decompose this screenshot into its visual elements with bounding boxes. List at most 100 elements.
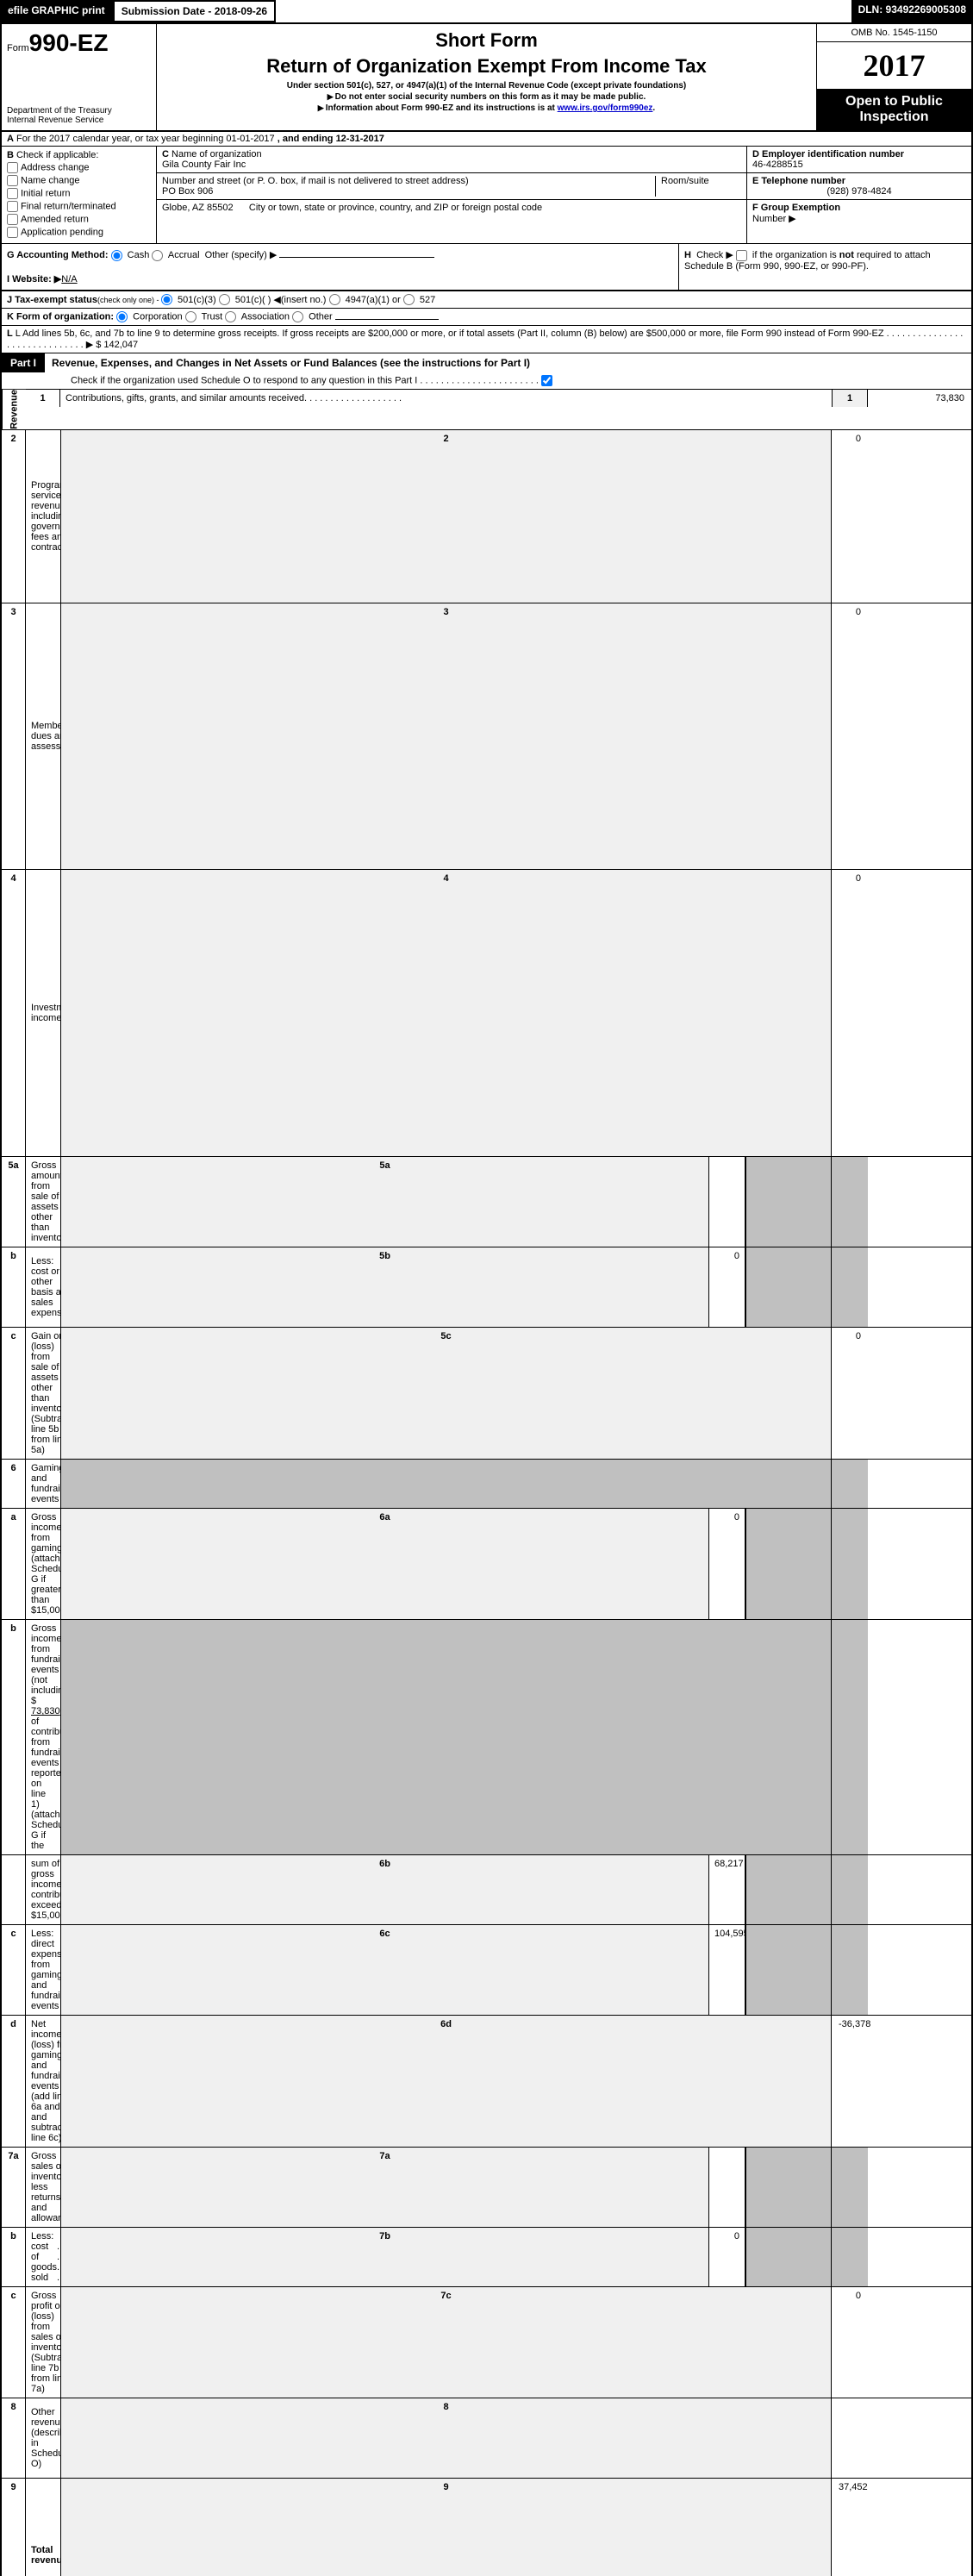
line-5a: 5a Gross amount from sale of assets othe… <box>2 1157 971 1247</box>
website-value: N/A <box>61 274 77 284</box>
form-header: Form990-EZ Department of the Treasury In… <box>0 22 973 132</box>
check-application-pending[interactable]: Application pending <box>7 227 151 238</box>
l6d-num: d <box>2 2016 26 2147</box>
radio-4947[interactable] <box>329 294 340 305</box>
l6c-subnum: 6c <box>60 1925 709 2015</box>
checkbox-h[interactable] <box>736 250 747 261</box>
b-check-label: Check if applicable: <box>16 150 98 160</box>
row-k: K Form of organization: Corporation Trus… <box>0 309 973 326</box>
b-heading: B <box>7 150 14 160</box>
check-amended[interactable]: Amended return <box>7 214 151 225</box>
j-501c: 501(c)( ) <box>235 295 271 305</box>
a-label: A <box>7 134 14 144</box>
f-label2: Number <box>752 214 786 224</box>
j-501c3: 501(c)(3) <box>178 295 216 305</box>
l5b-subnum: 5b <box>60 1247 709 1327</box>
l7b-subval: 0 <box>709 2228 745 2286</box>
j-label: J Tax-exempt status <box>7 295 97 305</box>
l6b-subval: 68,217 <box>709 1855 745 1924</box>
l5b-rnum-shade <box>745 1247 832 1327</box>
radio-trust[interactable] <box>185 311 196 322</box>
line-1: Revenue 1 Contributions, gifts, grants, … <box>2 390 971 430</box>
radio-other[interactable] <box>292 311 303 322</box>
radio-501c3[interactable] <box>161 294 172 305</box>
l7b-rval-shade <box>832 2228 868 2286</box>
h-not: not <box>839 250 854 260</box>
part1-check: Check if the organization used Schedule … <box>0 372 973 390</box>
ssn-warning: Do not enter social security numbers on … <box>165 92 808 102</box>
l6c-subval: 104,595 <box>709 1925 745 2015</box>
g-cash: Cash <box>128 250 150 260</box>
check-name-change[interactable]: Name change <box>7 175 151 186</box>
checkbox-name[interactable] <box>7 175 18 186</box>
l7b-rnum-shade <box>745 2228 832 2286</box>
omb-number: OMB No. 1545-1150 <box>817 24 971 42</box>
irs-link[interactable]: www.irs.gov/form990ez <box>558 103 653 113</box>
radio-accrual[interactable] <box>152 250 163 261</box>
street-label: Number and street (or P. O. box, if mail… <box>162 176 469 186</box>
radio-527[interactable] <box>403 294 415 305</box>
l4-num: 4 <box>2 870 26 1156</box>
radio-corp[interactable] <box>116 311 128 322</box>
row-j: J Tax-exempt status(check only one) - 50… <box>0 291 973 309</box>
l2-rval: 0 <box>832 430 868 603</box>
phone-value: (928) 978-4824 <box>752 186 966 197</box>
open-line2: Inspection <box>822 109 966 125</box>
l6a-num: a <box>2 1509 26 1619</box>
c-label: C <box>162 149 169 159</box>
l6a-subval: 0 <box>709 1509 745 1619</box>
checkbox-final[interactable] <box>7 201 18 212</box>
l6b-num-empty <box>2 1855 26 1924</box>
line-9: 9 Total revenue. Add lines 1, 2, 3, 4, 5… <box>2 2479 971 2576</box>
l5a-subnum: 5a <box>60 1157 709 1247</box>
part1-header: Part I Revenue, Expenses, and Changes in… <box>0 353 973 372</box>
l2-num: 2 <box>2 430 26 603</box>
check-final-return[interactable]: Final return/terminated <box>7 201 151 212</box>
city-value: Globe, AZ 85502 <box>162 203 234 213</box>
l6a-rval-shade <box>832 1509 868 1619</box>
line-8: 8 Other revenue (describe in Schedule O)… <box>2 2398 971 2479</box>
l6bpre-rval-shade <box>832 1620 868 1854</box>
l5a-num: 5a <box>2 1157 26 1247</box>
l8-num: 8 <box>2 2398 26 2478</box>
check-initial-return[interactable]: Initial return <box>7 188 151 199</box>
radio-assoc[interactable] <box>225 311 236 322</box>
l5a-rnum-shade <box>745 1157 832 1247</box>
l6b-rval-shade <box>832 1855 868 1924</box>
l7a-subnum: 7a <box>60 2148 709 2227</box>
i-label: I Website: ▶ <box>7 274 61 284</box>
checkbox-schedule-o[interactable] <box>541 375 552 386</box>
k-label: K Form of organization: <box>7 312 114 322</box>
part1-check-text: Check if the organization used Schedule … <box>71 376 417 386</box>
l5c-num: c <box>2 1328 26 1459</box>
check-address-change[interactable]: Address change <box>7 162 151 173</box>
j-527: 527 <box>420 295 435 305</box>
checkbox-amended[interactable] <box>7 214 18 225</box>
submission-date: Submission Date - 2018-09-26 <box>113 0 276 22</box>
l5c-rnum: 5c <box>60 1328 832 1459</box>
a-text: For the 2017 calendar year, or tax year … <box>16 134 275 144</box>
column-d: D Employer identification number 46-4288… <box>747 147 971 243</box>
e-label: E Telephone number <box>752 176 845 186</box>
radio-cash[interactable] <box>111 250 122 261</box>
l6bpre-rnum-shade <box>60 1620 832 1854</box>
l5b-num: b <box>2 1247 26 1327</box>
j-insert: (insert no.) <box>281 295 327 305</box>
checkbox-pending[interactable] <box>7 227 18 238</box>
l9-rnum: 9 <box>60 2479 832 2576</box>
f-label: F Group Exemption <box>752 203 840 213</box>
info-line: Information about Form 990-EZ and its in… <box>165 103 808 113</box>
checkbox-address[interactable] <box>7 162 18 173</box>
column-g: G Accounting Method: Cash Accrual Other … <box>2 244 678 290</box>
part1-title: Revenue, Expenses, and Changes in Net As… <box>52 357 530 369</box>
topbar: efile GRAPHIC print Submission Date - 20… <box>0 0 973 22</box>
checkbox-initial[interactable] <box>7 188 18 199</box>
l1-rval: 73,830 <box>868 390 971 407</box>
l7b-desc: Less: cost of goods sold <box>31 2231 57 2283</box>
radio-501c[interactable] <box>219 294 230 305</box>
org-name: Gila County Fair Inc <box>162 159 246 170</box>
efile-print-button[interactable]: efile GRAPHIC print <box>0 0 113 22</box>
l9-num: 9 <box>2 2479 26 2576</box>
l8-rval <box>832 2398 868 2478</box>
k-trust: Trust <box>202 312 223 322</box>
